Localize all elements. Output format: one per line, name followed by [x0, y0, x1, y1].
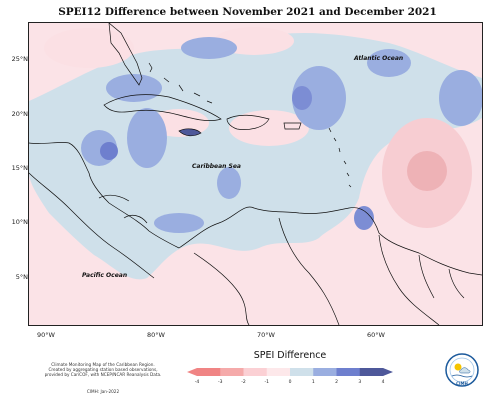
wet-anomaly-core — [217, 167, 241, 199]
legend-tick-label: -1 — [264, 380, 270, 385]
lat-label-5n: 5°N — [15, 273, 28, 281]
sun-icon — [454, 363, 462, 371]
wet-anomaly-core — [154, 213, 204, 233]
legend-title: SPEI Difference — [253, 350, 327, 361]
legend-swatch — [243, 368, 268, 376]
wet-anomaly-core — [354, 206, 374, 230]
credit-line-3: provided by CariCOF, with NCEP/NCAR Rean… — [44, 372, 162, 377]
wet-anomaly-core — [292, 66, 346, 130]
wet-anomaly-core — [367, 49, 411, 77]
lat-label-20n: 20°N — [11, 110, 28, 118]
lon-label-60w: 60°W — [367, 331, 385, 339]
legend-tick-label: 2 — [335, 380, 338, 385]
credit-line-4: CIMH: Jan-2022 — [86, 389, 120, 394]
cloud-icon — [459, 367, 471, 374]
legend-swatch — [220, 368, 244, 376]
dry-anomaly-core — [407, 151, 447, 191]
wet-anomaly-core — [439, 70, 482, 126]
wet-anomaly-core — [106, 74, 162, 102]
legend-tick-label: -4 — [194, 380, 200, 385]
wet-anomaly-core — [127, 108, 167, 168]
lat-label-15n: 15°N — [11, 164, 28, 172]
legend-swatches — [187, 368, 393, 376]
dry-patch — [44, 28, 134, 68]
atlantic-ocean-label: Atlantic Ocean — [354, 55, 404, 62]
lat-label-25n: 25°N — [11, 55, 28, 63]
legend-tick-label: -3 — [218, 380, 223, 385]
dry-patch — [229, 110, 309, 146]
coastlines — [29, 23, 482, 325]
legend-swatch — [336, 368, 361, 376]
legend-tick-label: 3 — [358, 380, 362, 385]
legend-tick-label: 4 — [381, 380, 385, 385]
credit-line-2: Created by aggregating station based obs… — [48, 367, 158, 372]
legend-arrow-high — [383, 368, 393, 376]
legend-arrow-low — [187, 368, 197, 376]
legend-swatch — [290, 368, 314, 376]
legend-swatch — [266, 368, 291, 376]
legend-swatch — [197, 368, 221, 376]
legend-swatch — [359, 368, 384, 376]
lon-label-70w: 70°W — [257, 331, 275, 339]
map-panel — [28, 22, 483, 326]
wet-anomaly-core — [100, 142, 118, 160]
legend-tick-label: -2 — [241, 380, 246, 385]
credit-line-1: Climate Monitoring Map of the Caribbean … — [51, 362, 155, 367]
map-title: SPEI12 Difference between November 2021 … — [58, 6, 437, 18]
wet-anomaly-core — [181, 37, 237, 59]
spei-map — [29, 23, 482, 325]
legend-tick-label: 1 — [311, 380, 315, 385]
caribbean-sea-label: Caribbean Sea — [192, 163, 241, 170]
cimh-logo — [445, 353, 479, 387]
legend-tick-label: 0 — [288, 380, 292, 385]
legend-colorbar — [187, 368, 393, 376]
logo-text: CIMH — [456, 381, 468, 386]
wet-anomaly-core — [292, 86, 312, 110]
lat-label-10n: 10°N — [11, 218, 28, 226]
pacific-ocean-label: Pacific Ocean — [82, 272, 128, 279]
lon-label-90w: 90°W — [37, 331, 55, 339]
lon-label-80w: 80°W — [147, 331, 165, 339]
legend-swatch — [313, 368, 337, 376]
